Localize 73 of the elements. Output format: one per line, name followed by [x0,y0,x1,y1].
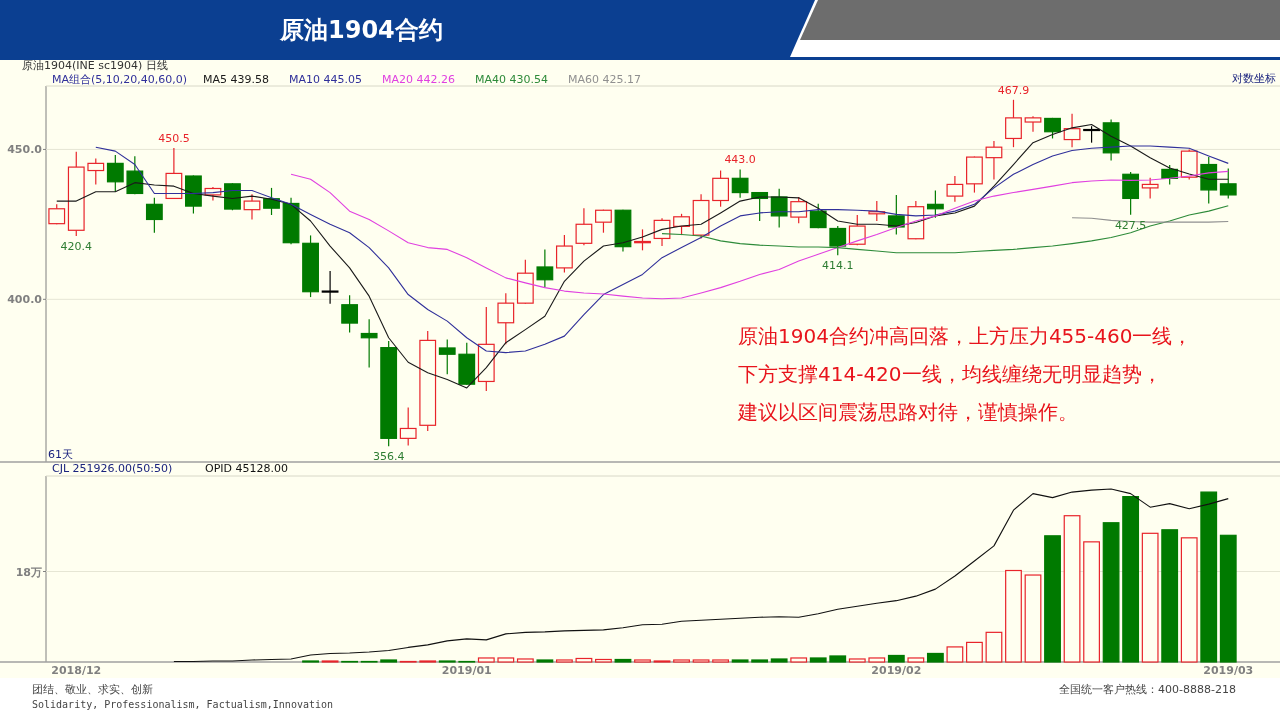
bar [634,659,651,663]
text: MA10 445.05 [289,73,363,86]
bar [1219,534,1237,663]
annotation: 414.1 [822,259,854,273]
bar [614,658,632,663]
bar [1005,569,1022,663]
bar [731,659,749,663]
bar [380,659,398,663]
bar [829,655,847,663]
bar [1044,535,1061,663]
annotation: 原油1904合约冲高回落，上方压力455-460一线， [738,324,1193,348]
bar [848,658,866,663]
bar [966,641,983,663]
annotation: 下方支撑414-420一线，均线缠绕无明显趋势， [738,362,1162,386]
text: CJL 251926.00(50:50) [52,462,173,475]
bar [887,654,905,663]
chart-subtitle: 原油1904(INE sc1904) 日线 [22,59,168,72]
bar [946,646,964,663]
x-tick-label: 2019/01 [441,664,492,677]
text: MA5 439.58 [203,73,270,86]
text: 全国统一客户热线：400-8888-218 [1059,683,1236,696]
bar [770,658,788,663]
annotation: 建议以区间震荡思路对待，谨慎操作。 [737,400,1078,424]
line-series [290,170,1229,300]
chart-title: 原油1904合约 [279,16,443,44]
text: 对数坐标 [1232,72,1276,85]
bar [692,659,710,663]
annotation: 450.5 [158,132,190,146]
x-tick-label: 2019/02 [871,664,922,677]
text: 团结、敬业、求实、创新 [32,683,153,696]
bar [790,657,808,663]
bar [1161,529,1179,663]
bar [1102,522,1120,663]
bar [1083,541,1100,663]
bar [1063,515,1081,663]
bar [1141,532,1159,663]
text: Solidarity, Professionalism, Factualism,Innovation [32,699,334,710]
text: OPID 45128.00 [205,462,288,475]
annotation: 443.0 [724,153,756,167]
bar [497,657,515,663]
text: MA20 442.26 [382,73,456,86]
bar [1122,496,1140,663]
bar [477,657,495,663]
bar [536,659,554,663]
bar [516,658,534,663]
annotation: 420.4 [60,240,93,254]
bar [868,657,886,663]
bar [575,657,593,663]
bar [751,659,769,663]
legend-title: MA组合(5,10,20,40,60,0) [52,73,188,86]
bar [1200,491,1218,663]
annotation: 427.5 [1114,218,1147,232]
bar [985,631,1003,663]
bar [555,659,573,663]
annotation: 467.9 [997,83,1030,97]
bar [809,657,827,663]
y-tick-label: 18万 [15,565,42,579]
text: MA40 430.54 [475,73,549,86]
bar [1024,574,1042,663]
bar [673,659,690,663]
annotation: 356.4 [372,450,405,464]
bar [907,657,925,663]
y-tick-label: 450.0 [7,143,43,157]
bar [595,658,612,663]
x-tick-label: 2018/12 [51,664,102,677]
bar [1180,537,1198,663]
y-tick-label: 400.0 [7,293,43,307]
text: MA60 425.17 [568,73,642,86]
bar [712,659,730,663]
x-tick-label: 2019/03 [1203,664,1254,677]
annotation: 61天 [48,448,73,461]
bar [926,652,944,663]
line-series [95,145,1229,354]
